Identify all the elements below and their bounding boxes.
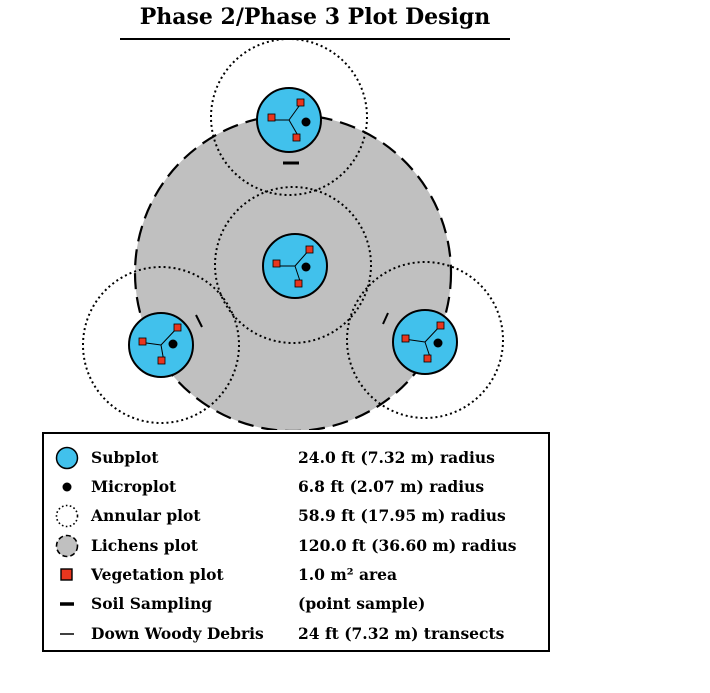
lichens-plot-icon — [55, 534, 79, 558]
legend-row-down-woody-debris: Down Woody Debris 24 ft (7.32 m) transec… — [44, 620, 548, 648]
down-woody-debris-icon — [60, 633, 74, 635]
soil-sampling-icon — [60, 602, 74, 606]
vegetation-plot-icon — [60, 568, 73, 581]
microplot-icon — [62, 482, 72, 492]
down-woody-debris-mark-southwest — [195, 314, 203, 328]
title-underline — [120, 38, 510, 40]
annular-plot-icon — [55, 504, 79, 528]
subplot-southeast — [392, 309, 458, 375]
legend-value-lichens-plot: 120.0 ft (36.60 m) radius — [298, 536, 517, 555]
subplot-icon — [55, 446, 79, 470]
legend-row-vegetation-plot: Vegetation plot 1.0 m² area — [44, 561, 548, 589]
down-woody-debris-mark-southeast — [382, 312, 389, 325]
legend-name-annular-plot: Annular plot — [91, 506, 201, 525]
legend-value-microplot: 6.8 ft (2.07 m) radius — [298, 477, 485, 496]
legend-value-subplot: 24.0 ft (7.32 m) radius — [298, 448, 495, 467]
legend-name-lichens-plot: Lichens plot — [91, 536, 198, 555]
page-title: Phase 2/Phase 3 Plot Design — [139, 4, 491, 30]
annular-plot-circle-southeast — [346, 261, 504, 419]
legend-row-annular-plot: Annular plot 58.9 ft (17.95 m) radius — [44, 502, 548, 530]
annular-plot-circle-center — [214, 186, 372, 344]
legend-row-soil-sampling: Soil Sampling (point sample) — [44, 590, 548, 618]
legend-value-annular-plot: 58.9 ft (17.95 m) radius — [298, 506, 506, 525]
subplot-southwest — [128, 312, 194, 378]
annular-plot-circle-north — [210, 38, 368, 196]
legend-row-subplot: Subplot 24.0 ft (7.32 m) radius — [44, 444, 548, 472]
legend-name-vegetation-plot: Vegetation plot — [91, 565, 224, 584]
legend-value-down-woody-debris: 24 ft (7.32 m) transects — [298, 624, 505, 643]
legend-value-vegetation-plot: 1.0 m² area — [298, 565, 398, 584]
subplot-north — [256, 87, 322, 153]
legend-name-down-woody-debris: Down Woody Debris — [91, 624, 264, 643]
subplot-center — [262, 233, 328, 299]
annular-plot-circle-southwest — [82, 266, 240, 424]
legend-name-subplot: Subplot — [91, 448, 159, 467]
legend-name-microplot: Microplot — [91, 477, 177, 496]
legend-value-soil-sampling: (point sample) — [298, 594, 426, 613]
legend: Subplot 24.0 ft (7.32 m) radius Microplo… — [42, 432, 550, 652]
legend-name-soil-sampling: Soil Sampling — [91, 594, 213, 613]
legend-row-lichens-plot: Lichens plot 120.0 ft (36.60 m) radius — [44, 532, 548, 560]
legend-row-microplot: Microplot 6.8 ft (2.07 m) radius — [44, 473, 548, 501]
plot-design-diagram — [82, 38, 504, 430]
